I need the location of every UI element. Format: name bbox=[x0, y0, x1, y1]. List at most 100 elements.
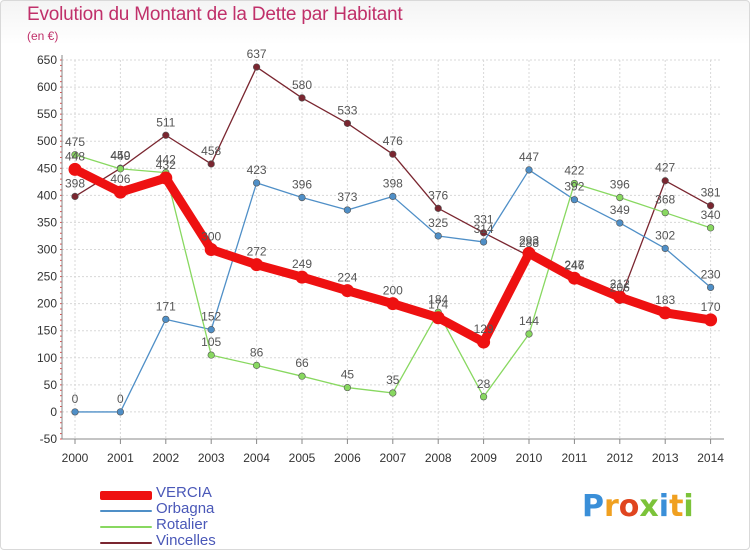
data-label-vercia: 406 bbox=[110, 172, 130, 186]
data-label-vincelles: 476 bbox=[383, 134, 403, 148]
x-tick-label: 2013 bbox=[652, 451, 679, 465]
data-point-orbagna bbox=[71, 408, 79, 416]
y-tick-label: 600 bbox=[37, 80, 57, 94]
data-point-vincelles bbox=[343, 119, 352, 127]
data-point-orbagna bbox=[253, 179, 261, 187]
data-label-vincelles: 580 bbox=[292, 78, 312, 92]
data-point-orbagna bbox=[570, 196, 579, 204]
legend-swatch bbox=[100, 526, 152, 528]
data-point-rotalier bbox=[616, 193, 624, 202]
data-label-rotalier: 340 bbox=[701, 208, 721, 222]
x-tick-label: 2003 bbox=[198, 451, 225, 465]
data-label-vercia: 448 bbox=[65, 149, 85, 163]
data-point-orbagna bbox=[116, 408, 124, 416]
data-point-vercia bbox=[567, 271, 581, 285]
data-label-vercia: 200 bbox=[383, 284, 403, 298]
data-label-rotalier: 396 bbox=[610, 178, 630, 192]
data-point-orbagna bbox=[525, 166, 533, 174]
data-label-vincelles: 458 bbox=[201, 144, 221, 158]
y-tick-label: 500 bbox=[37, 134, 57, 148]
legend-swatch bbox=[100, 542, 152, 544]
data-point-orbagna bbox=[343, 206, 352, 214]
y-tick-label: 350 bbox=[37, 215, 57, 229]
data-point-rotalier bbox=[253, 361, 261, 369]
legend-label: Rotalier bbox=[156, 516, 208, 533]
data-label-orbagna: 349 bbox=[610, 203, 630, 217]
data-point-vercia bbox=[477, 335, 491, 349]
data-point-vercia bbox=[522, 246, 536, 260]
data-point-vincelles bbox=[298, 94, 306, 102]
data-label-orbagna: 398 bbox=[383, 176, 403, 190]
data-label-rotalier: 66 bbox=[295, 356, 309, 370]
data-label-orbagna: 325 bbox=[428, 216, 448, 230]
data-label-vercia: 300 bbox=[201, 230, 221, 244]
data-point-rotalier bbox=[343, 383, 352, 392]
y-tick-label: -50 bbox=[40, 432, 58, 446]
x-tick-label: 2006 bbox=[334, 451, 361, 465]
y-tick-label: 400 bbox=[37, 188, 57, 202]
y-tick-label: 300 bbox=[37, 243, 57, 257]
x-tick-label: 2005 bbox=[289, 451, 316, 465]
data-label-vercia: 272 bbox=[247, 245, 267, 259]
x-tick-label: 2001 bbox=[107, 451, 134, 465]
data-label-orbagna: 0 bbox=[117, 392, 124, 406]
y-tick-label: 650 bbox=[37, 53, 57, 67]
axes: -500501001502002503003504004505005506006… bbox=[37, 53, 724, 465]
data-point-rotalier bbox=[116, 165, 124, 173]
data-label-orbagna: 396 bbox=[292, 178, 312, 192]
x-tick-label: 2014 bbox=[697, 451, 724, 465]
y-tick-label: 150 bbox=[37, 324, 57, 338]
x-tick-label: 2007 bbox=[379, 451, 406, 465]
legend-swatch bbox=[100, 510, 152, 512]
data-label-rotalier: 368 bbox=[655, 193, 675, 207]
chart-title: Evolution du Montant de la Dette par Hab… bbox=[27, 4, 403, 25]
proxiti-logo: Proxiti bbox=[582, 489, 694, 524]
data-point-orbagna bbox=[661, 244, 669, 253]
data-point-orbagna bbox=[389, 192, 397, 201]
data-point-vincelles bbox=[661, 177, 669, 185]
data-point-orbagna bbox=[706, 283, 715, 292]
data-label-vercia: 129 bbox=[474, 322, 494, 336]
y-tick-label: 0 bbox=[50, 405, 57, 419]
data-label-vercia: 212 bbox=[610, 277, 630, 291]
x-tick-label: 2000 bbox=[62, 451, 89, 465]
y-tick-label: 200 bbox=[37, 297, 57, 311]
series-layer bbox=[68, 63, 718, 416]
logo-letter: x bbox=[639, 489, 659, 524]
data-label-vincelles: 206 bbox=[610, 280, 630, 294]
y-tick-label: 250 bbox=[37, 270, 57, 284]
data-point-vincelles bbox=[389, 150, 397, 158]
data-label-orbagna: 0 bbox=[72, 392, 79, 406]
y-tick-label: 550 bbox=[37, 107, 57, 121]
x-tick-label: 2004 bbox=[243, 451, 270, 465]
data-label-vincelles: 511 bbox=[156, 115, 175, 129]
data-point-vercia bbox=[295, 270, 309, 284]
data-label-orbagna: 302 bbox=[655, 228, 675, 242]
data-label-rotalier: 422 bbox=[564, 163, 584, 177]
data-point-rotalier bbox=[389, 389, 397, 397]
x-tick-label: 2009 bbox=[470, 451, 497, 465]
data-label-vincelles: 288 bbox=[519, 236, 539, 250]
data-point-vincelles bbox=[71, 192, 79, 201]
data-point-orbagna bbox=[207, 326, 215, 334]
data-label-vercia: 224 bbox=[337, 271, 357, 285]
data-point-vercia bbox=[613, 290, 627, 304]
logo-letter: i bbox=[683, 489, 694, 524]
logo-letter: i bbox=[658, 489, 670, 524]
data-label-vincelles: 398 bbox=[65, 176, 85, 190]
y-tick-label: 50 bbox=[44, 378, 58, 392]
data-label-vercia: 432 bbox=[156, 158, 176, 172]
data-label-vercia: 293 bbox=[519, 233, 539, 247]
x-tick-label: 2002 bbox=[152, 451, 179, 465]
data-label-vercia: 170 bbox=[701, 300, 721, 314]
data-labels: 3984505114586375805334763763312882462064… bbox=[65, 47, 721, 406]
data-label-orbagna: 373 bbox=[337, 190, 357, 204]
data-label-vincelles: 381 bbox=[701, 186, 721, 200]
data-point-vercia bbox=[68, 162, 82, 176]
logo-letter: r bbox=[604, 489, 619, 524]
data-label-vercia: 183 bbox=[655, 293, 675, 307]
data-label-rotalier: 28 bbox=[477, 377, 491, 391]
data-label-orbagna: 447 bbox=[519, 150, 539, 164]
